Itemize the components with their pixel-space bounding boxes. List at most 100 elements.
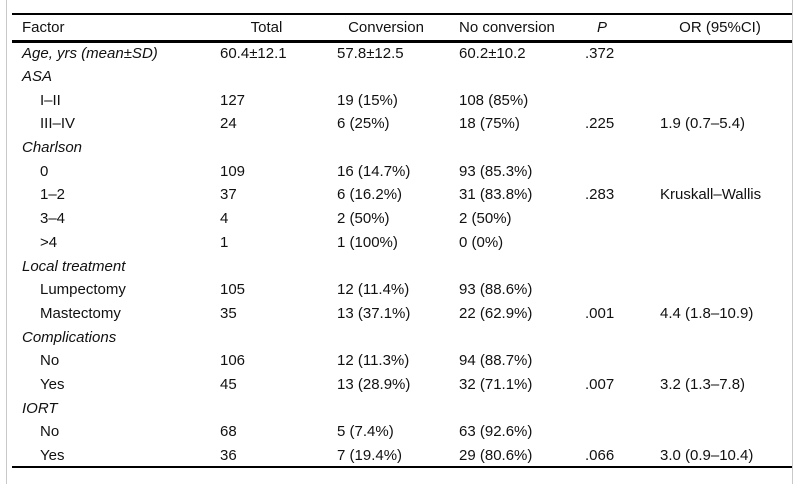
cell-conversion: 16 (14.7%): [337, 162, 411, 180]
cell-conversion: 19 (15%): [337, 91, 398, 109]
cell-p: [573, 325, 648, 349]
cell-total: 106: [220, 352, 246, 370]
table-row: 0 109 16 (14.7%) 93 (85.3%): [12, 159, 792, 183]
cell-factor: Charlson: [22, 139, 83, 157]
cell-no-conversion: 108 (85%): [459, 91, 529, 109]
cell-factor: Yes: [40, 375, 65, 393]
cell-total: 4: [220, 210, 229, 228]
cell-conversion: 5 (7.4%): [337, 423, 394, 441]
cell-conversion: 7 (19.4%): [337, 446, 403, 464]
cell-no-conversion: 31 (83.8%): [459, 186, 533, 204]
cell-or: 3.0 (0.9–10.4): [660, 446, 754, 464]
cell-no-conversion: 93 (88.6%): [459, 281, 533, 299]
cell-p: .283: [585, 186, 615, 204]
cell-or: Kruskall–Wallis: [660, 186, 762, 204]
cell-or: [648, 65, 792, 89]
cell-total: 35: [220, 304, 237, 322]
table-row: ASA: [12, 65, 792, 89]
cell-total: 37: [220, 186, 237, 204]
cell-total: [208, 65, 325, 89]
cell-or: [648, 136, 792, 160]
cell-p: [573, 349, 648, 373]
cell-p: .066: [585, 446, 615, 464]
cell-factor: >4: [40, 233, 58, 251]
header-row: Factor Total Conversion No conversion P …: [12, 14, 792, 41]
cell-total: [208, 254, 325, 278]
table-row: Yes 36 7 (19.4%) 29 (80.6%) .066 3.0 (0.9–10.…: [12, 444, 792, 468]
cell-factor: No: [40, 423, 60, 441]
cell-total: 127: [220, 91, 246, 109]
cell-total: 109: [220, 162, 246, 180]
table-row: Mastectomy 35 13 (37.1%) 22 (62.9%) .001 4.4 …: [12, 302, 792, 326]
cell-conversion: [325, 136, 447, 160]
cell-total: 45: [220, 375, 237, 393]
cell-or: [648, 231, 792, 255]
cell-or: [648, 325, 792, 349]
cell-total: 36: [220, 446, 237, 464]
table-row: III–IV 24 6 (25%) 18 (75%) .225 1.9 (0.7–5.4): [12, 112, 792, 136]
cell-no-conversion: 2 (50%): [459, 210, 512, 228]
cell-total: 68: [220, 423, 237, 441]
cell-total: [208, 136, 325, 160]
cell-p: .225: [585, 115, 615, 133]
cell-factor: 0: [40, 162, 49, 180]
cell-factor: IORT: [22, 399, 58, 417]
column-header-factor: Factor: [22, 18, 65, 36]
cell-p: .007: [585, 375, 615, 393]
cell-conversion: 12 (11.4%): [337, 281, 410, 299]
cell-factor: 3–4: [40, 210, 66, 228]
cell-p: .372: [585, 45, 615, 63]
cell-factor: I–II: [40, 91, 61, 109]
cell-no-conversion: [447, 254, 573, 278]
table-row: Charlson: [12, 136, 792, 160]
table-row: No 68 5 (7.4%) 63 (92.6%): [12, 420, 792, 444]
column-header-or-ci: OR (95%CI): [679, 18, 761, 36]
table-body: Age, yrs (mean±SD) 60.4±12.1 57.8±12.5 60.2…: [12, 41, 792, 467]
cell-p: [573, 254, 648, 278]
cell-conversion: [325, 325, 447, 349]
table-row: Local treatment: [12, 254, 792, 278]
column-header-conversion: Conversion: [348, 18, 424, 36]
cell-or: [648, 254, 792, 278]
cell-conversion: 2 (50%): [337, 210, 390, 228]
table-row: >4 1 1 (100%) 0 (0%): [12, 231, 792, 255]
cell-no-conversion: 29 (80.6%): [459, 446, 533, 464]
table-row: Age, yrs (mean±SD) 60.4±12.1 57.8±12.5 60.2…: [12, 41, 792, 65]
cell-total: 60.4±12.1: [220, 45, 287, 63]
column-header-p-value: P: [597, 18, 608, 36]
cell-factor: Age, yrs (mean±SD): [22, 45, 158, 63]
cell-conversion: 13 (28.9%): [337, 375, 411, 393]
cell-or: [648, 159, 792, 183]
cell-conversion: [325, 65, 447, 89]
cell-or: 1.9 (0.7–5.4): [660, 115, 746, 133]
cell-conversion: [325, 396, 447, 420]
cell-conversion: [325, 254, 447, 278]
table-row: 1–2 37 6 (16.2%) 31 (83.8%) .283 Kruskall–Wal…: [12, 183, 792, 207]
cell-factor: 1–2: [40, 186, 66, 204]
cell-or: [648, 278, 792, 302]
cell-no-conversion: 93 (85.3%): [459, 162, 533, 180]
cell-p: [573, 159, 648, 183]
figure-border-left: [6, 0, 7, 484]
cell-no-conversion: [447, 65, 573, 89]
cell-conversion: 13 (37.1%): [337, 304, 411, 322]
cell-or: [648, 420, 792, 444]
cell-or: [648, 396, 792, 420]
cell-factor: Lumpectomy: [40, 281, 126, 299]
cell-total: [208, 325, 325, 349]
cell-conversion: 57.8±12.5: [337, 45, 404, 63]
cell-factor: Local treatment: [22, 257, 126, 275]
table-row: Lumpectomy 105 12 (11.4%) 93 (88.6%): [12, 278, 792, 302]
cell-p: [573, 278, 648, 302]
column-header-total: Total: [250, 18, 283, 36]
cell-no-conversion: 63 (92.6%): [459, 423, 533, 441]
cell-p: [573, 396, 648, 420]
cell-total: 105: [220, 281, 246, 299]
cell-no-conversion: 94 (88.7%): [459, 352, 533, 370]
table-row: 3–4 4 2 (50%) 2 (50%): [12, 207, 792, 231]
cell-no-conversion: 18 (75%): [459, 115, 520, 133]
cell-or: [648, 207, 792, 231]
cell-no-conversion: 22 (62.9%): [459, 304, 533, 322]
cell-p: .001: [585, 304, 615, 322]
cell-total: 1: [220, 233, 229, 251]
